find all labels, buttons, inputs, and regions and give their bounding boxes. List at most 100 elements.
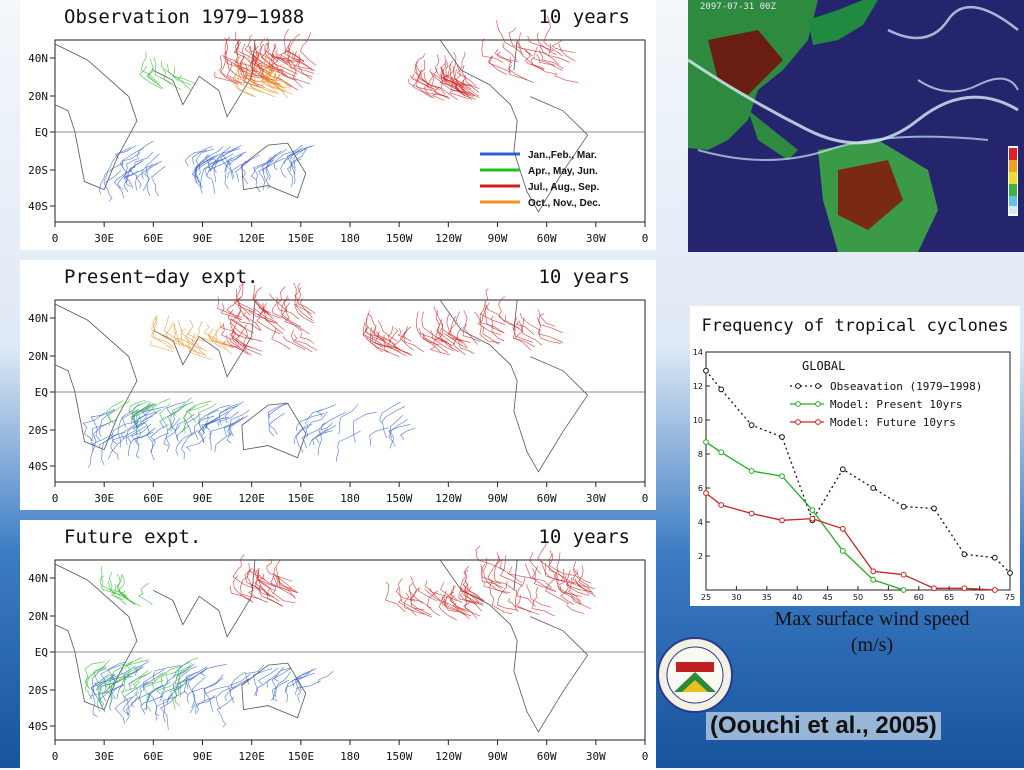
- cyclone-track: [131, 424, 152, 446]
- cyclone-track: [107, 661, 126, 686]
- data-point: [961, 585, 968, 592]
- coastline: [54, 43, 138, 191]
- cyclone-track: [151, 432, 170, 461]
- cyclone-track: [395, 587, 416, 602]
- cyclone-track: [167, 404, 187, 432]
- cyclone-track: [489, 579, 512, 615]
- cyclone-track: [229, 318, 254, 340]
- data-point: [703, 367, 709, 374]
- cyclone-track: [512, 317, 536, 348]
- cyclone-track: [143, 680, 164, 712]
- cyclone-track: [171, 397, 192, 417]
- cyclone-track: [414, 53, 433, 88]
- cyclone-track: [316, 404, 336, 417]
- cyclone-track: [141, 408, 162, 442]
- cyclone-track: [441, 55, 461, 92]
- cyclone-track: [293, 423, 309, 445]
- cyclone-track: [427, 590, 440, 616]
- coastline: [241, 662, 307, 719]
- cyclone-track: [484, 302, 505, 334]
- cyclone-track: [507, 65, 528, 81]
- cyclone-track: [223, 418, 241, 436]
- lon-tick-label: 60W: [537, 492, 557, 505]
- satellite-map: [688, 0, 1024, 252]
- cyclone-track: [113, 170, 133, 199]
- cyclone-track: [103, 675, 130, 693]
- cyclone-track: [186, 413, 201, 435]
- cyclone-track: [576, 569, 592, 584]
- lon-tick-label: 30E: [94, 232, 114, 245]
- cyclone-track: [136, 415, 153, 442]
- lon-tick-label: 150W: [386, 232, 413, 245]
- cyclone-track: [571, 595, 591, 610]
- cyclone-track: [224, 154, 243, 190]
- cyclone-track: [284, 28, 305, 63]
- cyclone-track: [516, 577, 536, 607]
- cyclone-track: [301, 422, 327, 449]
- cyclone-track: [438, 596, 458, 621]
- cyclone-track: [153, 57, 173, 85]
- cyclone-track: [294, 680, 321, 695]
- lat-tick-label: 20S: [28, 424, 48, 437]
- x-tick-label: 45: [823, 593, 833, 602]
- y-tick-label: 10: [693, 416, 703, 425]
- lon-tick-label: 0: [52, 750, 59, 763]
- cyclone-track: [293, 282, 312, 315]
- cyclone-track: [479, 312, 504, 333]
- lon-tick-label: 180: [340, 492, 360, 505]
- lon-tick-label: 90E: [193, 750, 213, 763]
- x-tick-label: 65: [944, 593, 954, 602]
- cyclone-track: [425, 580, 441, 602]
- cyclone-track: [560, 582, 574, 606]
- cyclone-track: [284, 676, 304, 703]
- cyclone-track: [280, 148, 303, 178]
- data-point: [703, 490, 709, 497]
- cyclone-track: [526, 584, 552, 608]
- legend-marker: [795, 419, 801, 425]
- cyclone-track: [464, 579, 478, 619]
- lat-tick-label: EQ: [35, 126, 48, 139]
- coastline: [513, 39, 518, 71]
- cyclone-track: [456, 52, 477, 87]
- cyclone-track: [165, 424, 181, 453]
- data-point: [839, 466, 846, 473]
- cyclone-track: [110, 430, 136, 460]
- cyclone-track: [231, 305, 255, 334]
- cyclone-track: [505, 314, 524, 333]
- cyclone-track: [159, 694, 178, 730]
- cyclone-track: [387, 327, 407, 356]
- cyclone-track: [103, 147, 132, 182]
- cyclone-track: [130, 408, 150, 424]
- cyclone-track: [275, 53, 293, 70]
- cyclone-track: [415, 64, 435, 99]
- data-point: [991, 554, 998, 561]
- cyclone-track: [544, 562, 567, 582]
- cyclone-track: [258, 304, 274, 320]
- cyclone-track: [93, 660, 110, 690]
- cyclone-track: [218, 403, 239, 426]
- cyclone-track: [496, 51, 513, 64]
- data-point: [809, 515, 816, 522]
- cyclone-track: [176, 662, 193, 698]
- cyclone-track: [229, 585, 253, 602]
- cyclone-track: [363, 322, 384, 348]
- cyclone-track: [177, 657, 199, 681]
- lat-tick-label: EQ: [35, 386, 48, 399]
- cyclone-track: [527, 35, 554, 52]
- cyclone-track: [267, 588, 283, 607]
- cyclone-track: [236, 310, 261, 331]
- cyclone-track: [146, 58, 164, 89]
- cyclone-track: [293, 334, 318, 351]
- cyclone-track: [555, 571, 581, 604]
- cyclone-track: [246, 569, 269, 596]
- coastline: [54, 563, 138, 711]
- data-point: [748, 468, 755, 474]
- cyclone-track: [455, 64, 479, 97]
- cyclone-track: [309, 424, 337, 446]
- cyclone-track: [266, 559, 293, 582]
- cyclone-track: [404, 592, 425, 615]
- cyclone-track: [150, 424, 169, 453]
- cyclone-track: [408, 79, 433, 92]
- lat-tick-label: 40N: [28, 52, 48, 65]
- cyclone-track: [120, 657, 143, 675]
